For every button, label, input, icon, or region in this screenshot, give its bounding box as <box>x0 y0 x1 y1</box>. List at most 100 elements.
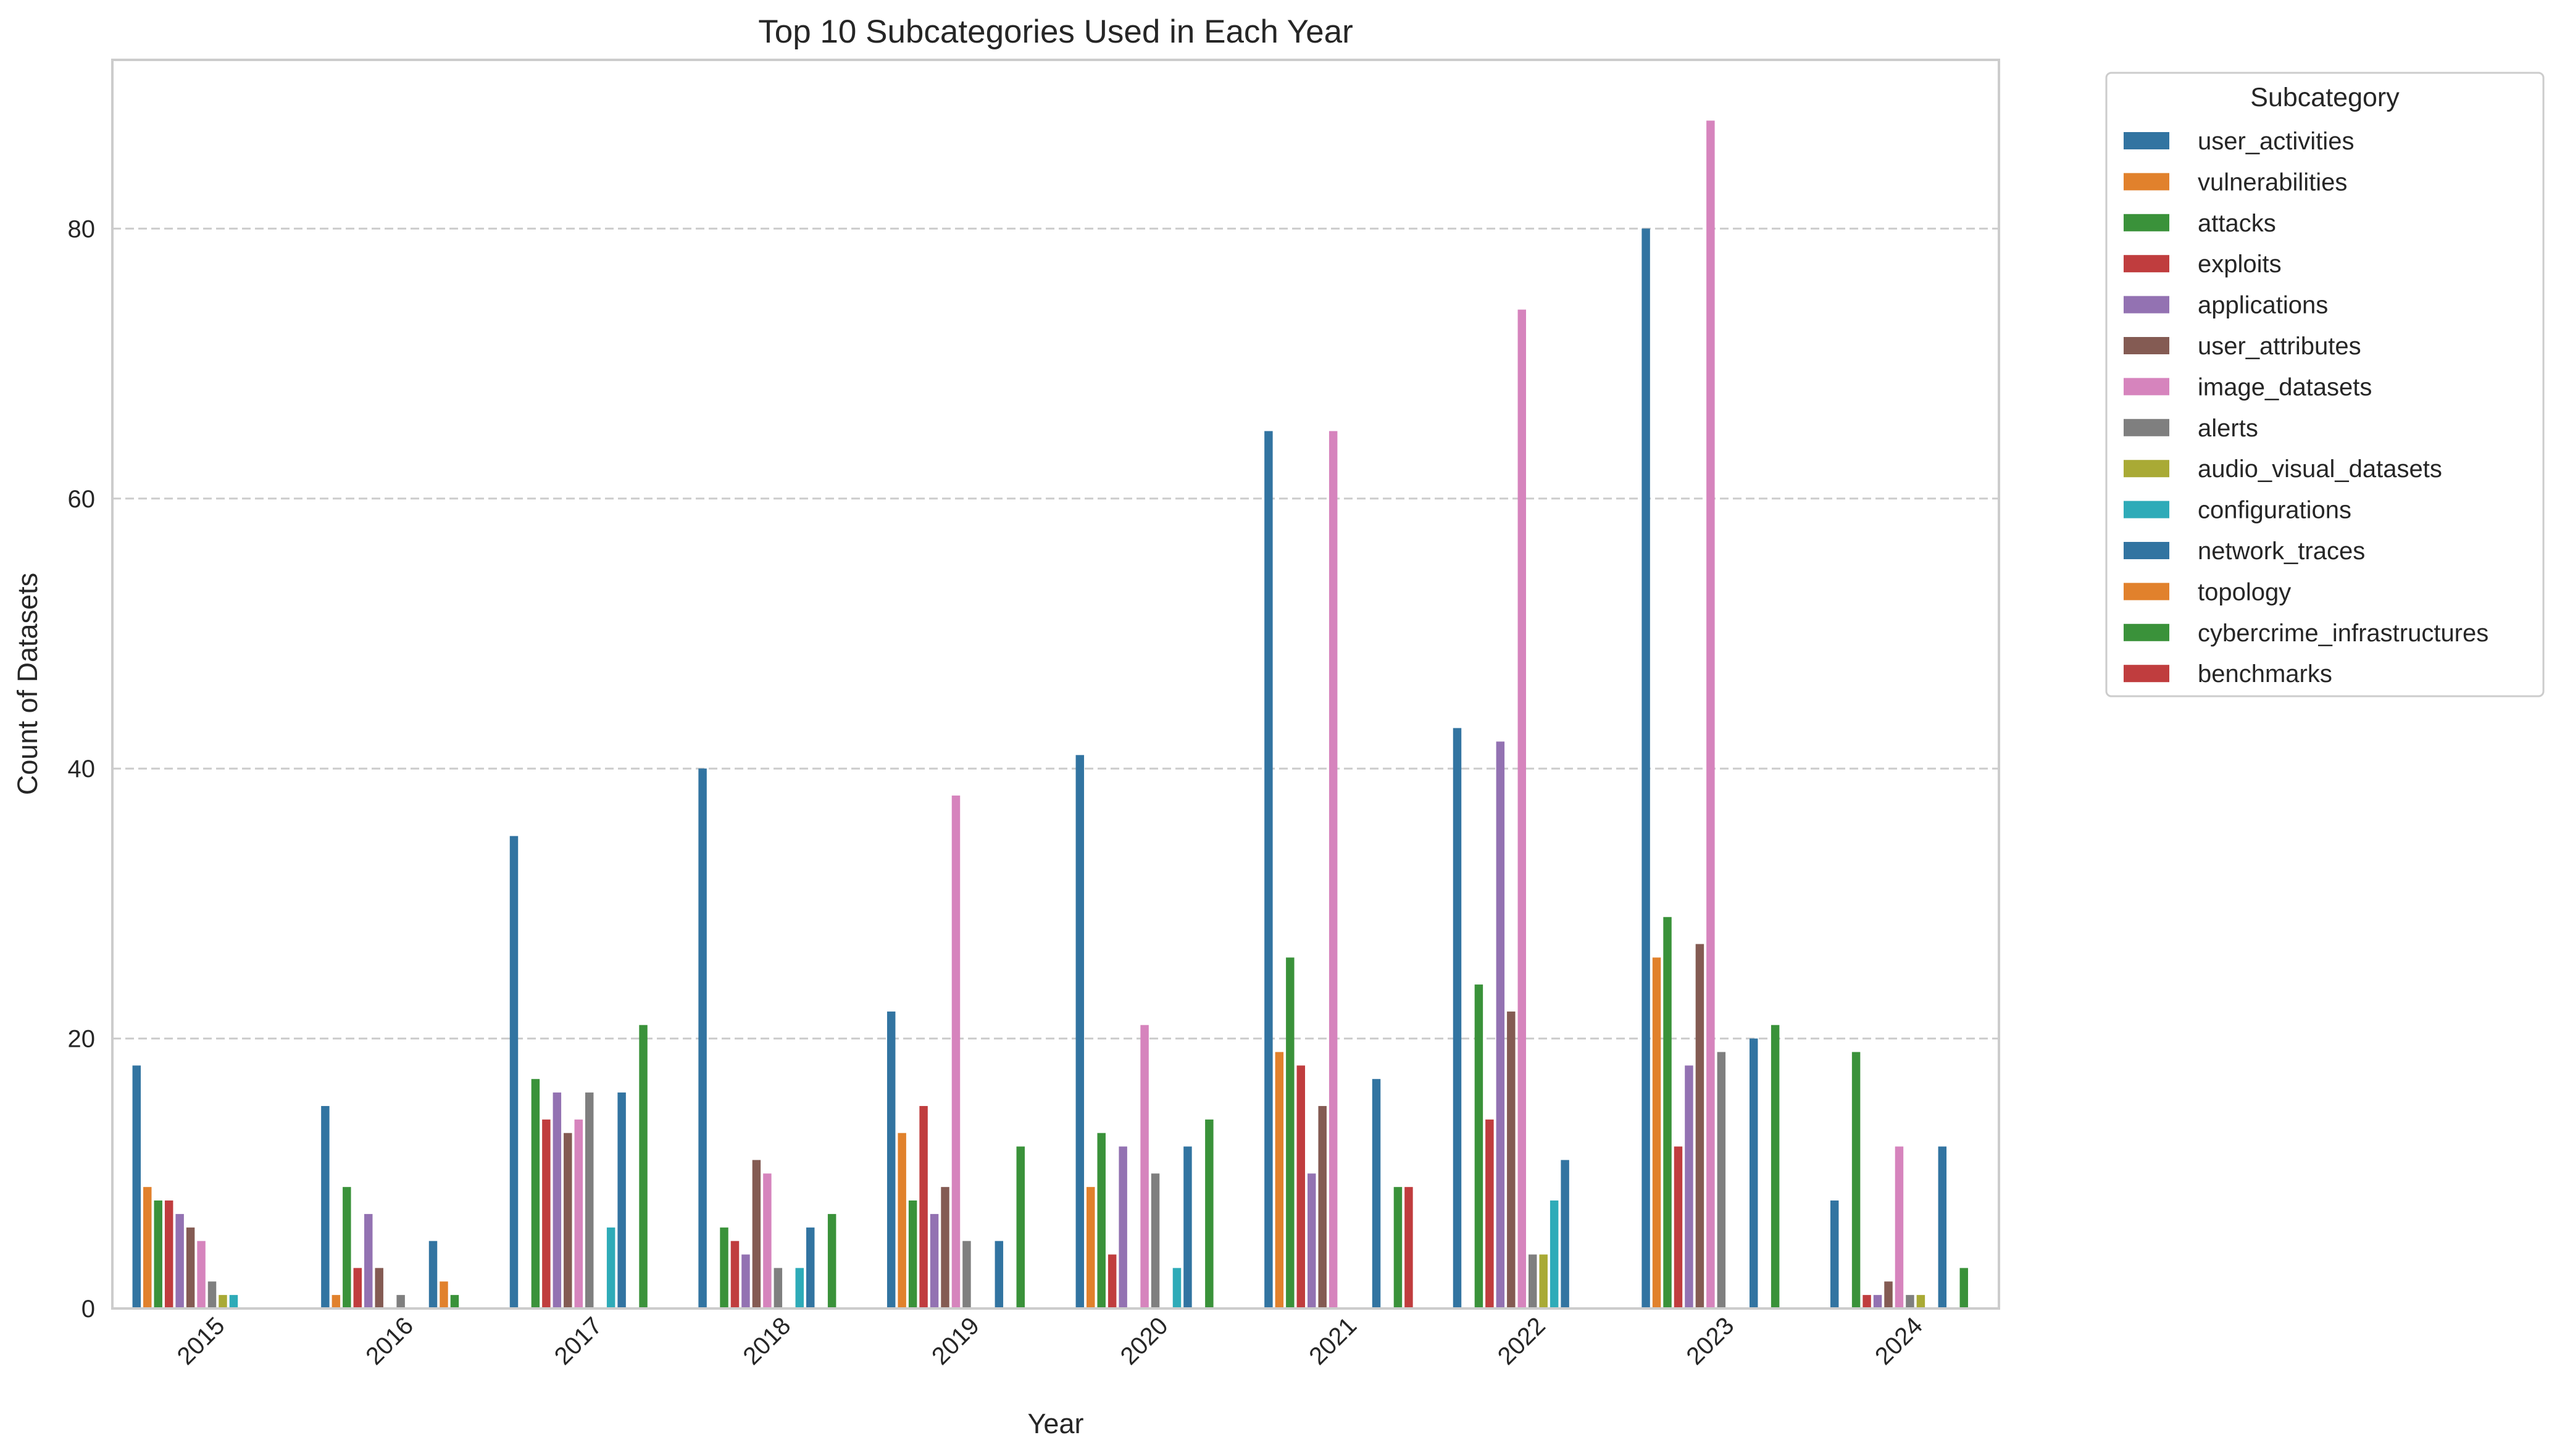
legend-swatch-user_attributes <box>2124 337 2169 354</box>
y-tick-label: 40 <box>68 755 96 783</box>
bar-vulnerabilities-2023 <box>1652 957 1661 1308</box>
bar-attacks-2015 <box>154 1200 162 1308</box>
bar-network_traces-2023 <box>1749 1038 1758 1308</box>
legend-swatch-applications <box>2124 296 2169 314</box>
legend-title: Subcategory <box>2250 83 2400 112</box>
bar-alerts-2019 <box>962 1241 971 1308</box>
legend-swatch-benchmarks <box>2124 665 2169 683</box>
y-axis-label: Count of Datasets <box>12 573 43 795</box>
bar-user_attributes-2019 <box>941 1187 949 1308</box>
bar-benchmarks-2021 <box>1404 1187 1413 1308</box>
bar-user_attributes-2016 <box>375 1268 383 1308</box>
bar-user_activities-2015 <box>132 1065 141 1308</box>
bar-image_datasets-2023 <box>1706 120 1715 1308</box>
bar-cybercrime_infrastructures-2020 <box>1205 1119 1214 1308</box>
bar-image_datasets-2022 <box>1517 309 1526 1309</box>
bar-attacks-2019 <box>908 1200 917 1308</box>
legend-label-attacks: attacks <box>2198 210 2276 237</box>
legend-swatch-vulnerabilities <box>2124 173 2169 191</box>
y-tick-labels: 0 20 40 60 80 <box>68 215 96 1323</box>
legend-label-network_traces: network_traces <box>2198 538 2365 565</box>
bar-user_attributes-2015 <box>186 1227 195 1308</box>
bar-cybercrime_infrastructures-2016 <box>450 1295 459 1308</box>
bar-image_datasets-2018 <box>763 1173 772 1308</box>
bar-applications-2021 <box>1308 1173 1316 1308</box>
bar-user_activities-2019 <box>886 1011 896 1308</box>
y-tick-label: 20 <box>68 1026 96 1053</box>
bar-exploits-2023 <box>1674 1146 1683 1308</box>
bar-vulnerabilities-2019 <box>898 1133 906 1308</box>
legend-swatch-user_activities <box>2124 132 2169 149</box>
bar-applications-2018 <box>741 1254 750 1308</box>
bar-image_datasets-2020 <box>1140 1025 1149 1308</box>
bar-exploits-2024 <box>1862 1295 1871 1308</box>
chart-title: Top 10 Subcategories Used in Each Year <box>758 14 1353 50</box>
bar-attacks-2020 <box>1097 1133 1106 1308</box>
bar-cybercrime_infrastructures-2024 <box>1959 1268 1968 1308</box>
bar-image_datasets-2024 <box>1895 1146 1904 1308</box>
bar-topology-2016 <box>440 1281 448 1308</box>
bar-user_activities-2024 <box>1830 1200 1839 1308</box>
bar-configurations-2020 <box>1172 1268 1182 1308</box>
legend-label-alerts: alerts <box>2198 415 2258 442</box>
bar-attacks-2021 <box>1286 957 1295 1308</box>
bar-cybercrime_infrastructures-2019 <box>1016 1146 1025 1308</box>
bar-user_activities-2016 <box>321 1105 330 1308</box>
bar-exploits-2019 <box>919 1105 928 1308</box>
bar-network_traces-2017 <box>617 1092 626 1308</box>
legend-label-user_attributes: user_attributes <box>2198 333 2361 360</box>
bar-audio_visual_datasets-2015 <box>219 1295 227 1308</box>
legend-swatch-cybercrime_infrastructures <box>2124 623 2169 641</box>
bar-alerts-2016 <box>396 1295 405 1308</box>
y-tick-label: 80 <box>68 215 96 243</box>
gridlines <box>112 227 1999 1040</box>
legend-swatch-topology <box>2124 583 2169 601</box>
bar-image_datasets-2015 <box>197 1241 206 1308</box>
bar-applications-2017 <box>553 1092 562 1308</box>
bar-vulnerabilities-2021 <box>1275 1052 1284 1308</box>
bar-network_traces-2019 <box>995 1241 1004 1308</box>
legend-swatch-attacks <box>2124 214 2169 231</box>
legend-label-user_activities: user_activities <box>2198 128 2354 155</box>
bar-alerts-2020 <box>1151 1173 1160 1308</box>
bar-attacks-2017 <box>531 1079 540 1308</box>
bar-attacks-2024 <box>1851 1052 1861 1308</box>
bar-user_activities-2020 <box>1075 755 1085 1308</box>
bar-applications-2024 <box>1873 1295 1882 1308</box>
bar-network_traces-2021 <box>1372 1079 1381 1308</box>
x-axis-label: Year <box>1028 1408 1084 1439</box>
legend-swatch-alerts <box>2124 418 2169 436</box>
bar-exploits-2020 <box>1107 1254 1117 1308</box>
bar-exploits-2018 <box>730 1241 740 1308</box>
bar-audio_visual_datasets-2022 <box>1539 1254 1548 1308</box>
bar-user_activities-2021 <box>1264 431 1273 1309</box>
bar-user_attributes-2018 <box>752 1160 761 1308</box>
bar-configurations-2018 <box>795 1268 804 1308</box>
bar-alerts-2015 <box>207 1281 217 1308</box>
legend-swatch-exploits <box>2124 255 2169 273</box>
bar-attacks-2022 <box>1474 984 1483 1308</box>
bar-exploits-2016 <box>353 1268 362 1308</box>
bar-user_attributes-2022 <box>1507 1011 1516 1308</box>
bar-network_traces-2018 <box>806 1227 815 1308</box>
bar-cybercrime_infrastructures-2023 <box>1771 1025 1780 1308</box>
bar-applications-2020 <box>1119 1146 1127 1308</box>
bar-alerts-2017 <box>585 1092 594 1308</box>
bar-attacks-2018 <box>720 1227 728 1308</box>
legend-label-applications: applications <box>2198 292 2328 319</box>
bar-configurations-2015 <box>229 1295 238 1308</box>
bar-cybercrime_infrastructures-2021 <box>1393 1187 1403 1308</box>
bar-image_datasets-2019 <box>951 795 961 1308</box>
bar-user_attributes-2023 <box>1695 944 1704 1308</box>
bar-alerts-2018 <box>774 1268 783 1308</box>
bar-applications-2016 <box>364 1213 373 1308</box>
legend-frame <box>2105 72 2545 697</box>
legend-items: user_activities vulnerabilities attacks exp… <box>2124 128 2488 688</box>
bar-alerts-2023 <box>1717 1052 1726 1308</box>
legend-label-vulnerabilities: vulnerabilities <box>2198 168 2347 196</box>
bar-exploits-2017 <box>542 1119 551 1308</box>
legend-label-benchmarks: benchmarks <box>2198 660 2332 688</box>
bar-network_traces-2020 <box>1183 1146 1192 1308</box>
bar-audio_visual_datasets-2024 <box>1916 1295 1925 1308</box>
